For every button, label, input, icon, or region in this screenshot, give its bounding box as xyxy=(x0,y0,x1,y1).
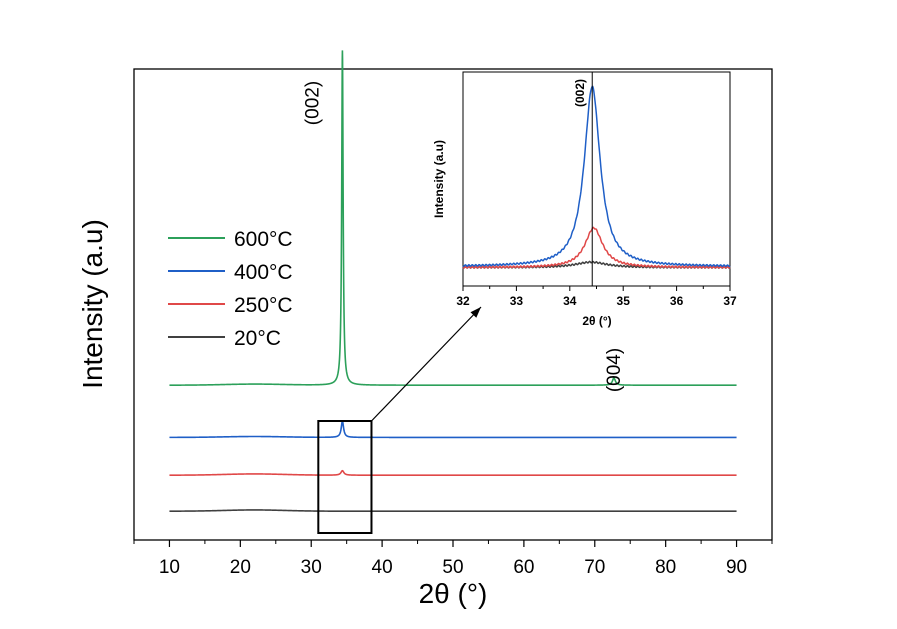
x-axis-ticks: 10 20 30 40 50 60 70 80 90 xyxy=(133,540,773,578)
x-axis-title: 2θ (°) xyxy=(419,578,488,609)
peak-label-004: (004) xyxy=(604,348,625,392)
inset-x-tick-label: 32 xyxy=(456,294,470,308)
inset-x-tick-label: 35 xyxy=(617,294,631,308)
legend: 600°C 400°C 250°C 20°C xyxy=(168,228,293,350)
inset-frame xyxy=(462,71,731,287)
inset-x-axis-ticks: 32 33 34 35 36 37 xyxy=(456,286,737,308)
x-tick-label: 40 xyxy=(372,557,393,578)
zoom-arrow-head xyxy=(470,307,481,318)
inset-x-tick-label: 36 xyxy=(670,294,684,308)
x-tick-label: 30 xyxy=(301,557,322,578)
inset-x-tick-label: 34 xyxy=(563,294,577,308)
series-lines xyxy=(169,50,737,513)
x-tick-label: 60 xyxy=(513,557,534,578)
inset-chart: 32 33 34 35 36 37 (002) 2θ (°) Intensity (a.u… xyxy=(432,71,737,328)
x-tick-label: 70 xyxy=(584,557,605,578)
series-line-2 xyxy=(169,469,737,477)
x-tick-label: 50 xyxy=(442,557,463,578)
inset-x-axis-title: 2θ (°) xyxy=(582,314,611,328)
x-tick-label: 90 xyxy=(726,557,747,578)
series-line-0 xyxy=(169,50,737,387)
inset-y-axis-title: Intensity (a.u) xyxy=(432,140,446,218)
series-line-3 xyxy=(169,509,737,513)
legend-label-20: 20°C xyxy=(234,327,281,350)
peak-label-002: (002) xyxy=(302,81,323,125)
inset-series-line-2 xyxy=(462,85,731,268)
inset-series-line-1 xyxy=(462,226,731,269)
zoom-region xyxy=(317,306,482,534)
legend-label-250: 250°C xyxy=(234,294,293,317)
zoom-box xyxy=(317,420,373,534)
inset-x-tick-label: 37 xyxy=(723,294,737,308)
inset-x-tick-label: 33 xyxy=(510,294,524,308)
legend-label-600: 600°C xyxy=(234,228,293,251)
series-line-1 xyxy=(169,419,737,439)
inset-series-lines xyxy=(462,85,731,269)
x-tick-label: 10 xyxy=(159,557,180,578)
x-tick-label: 20 xyxy=(230,557,251,578)
y-axis-title: Intensity (a.u) xyxy=(77,219,108,389)
inset-peak-label-002: (002) xyxy=(573,79,587,107)
legend-label-400: 400°C xyxy=(234,261,293,284)
zoom-arrow xyxy=(371,306,482,422)
x-tick-label: 80 xyxy=(655,557,676,578)
peak-annotations: (002) (004) xyxy=(302,81,625,392)
